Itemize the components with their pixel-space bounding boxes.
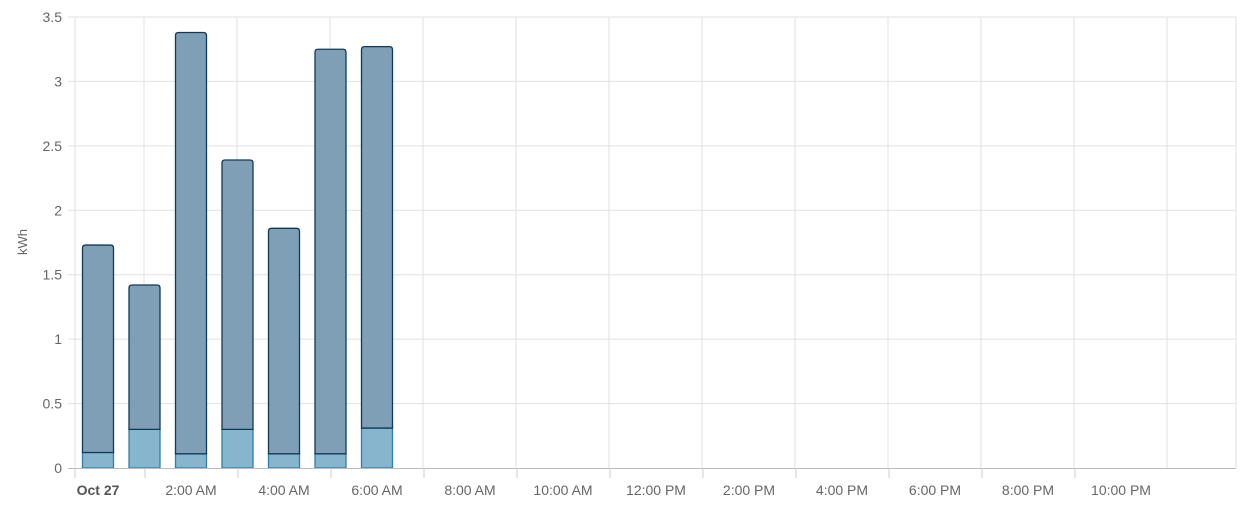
bar-segment	[221, 428, 254, 469]
bar-segment	[81, 451, 115, 469]
y-tick-label: 3.5	[43, 9, 63, 25]
bar-segment	[314, 453, 347, 469]
y-tick-label: 0.5	[43, 396, 63, 412]
x-tick-label: 6:00 AM	[351, 482, 402, 498]
y-tick-label: 2.5	[43, 138, 63, 154]
x-tick-label: 8:00 PM	[1002, 482, 1054, 498]
x-tick-label: 2:00 PM	[723, 482, 775, 498]
bar-segment	[128, 284, 161, 430]
bars	[81, 31, 394, 469]
y-tick-label: 2	[54, 202, 62, 218]
bar-segment	[81, 244, 115, 454]
x-tick-label: 2:00 AM	[165, 482, 216, 498]
bar-segment	[267, 453, 301, 469]
bar-segment	[360, 427, 394, 469]
bar-segment	[174, 31, 208, 455]
bar-segment	[128, 428, 161, 469]
bar-segment	[221, 159, 254, 430]
x-tick-label: 4:00 AM	[258, 482, 309, 498]
x-tick-label: 6:00 PM	[909, 482, 961, 498]
y-axis-label: kWh	[15, 229, 30, 255]
x-tick-label: 8:00 AM	[444, 482, 495, 498]
axes: 0 0.5 1 1.5 2 2.5 3 3.5 Oct 27 2:00 AM 4:00 AM 6:00…	[43, 9, 1236, 498]
x-tick-label: 12:00 PM	[626, 482, 686, 498]
bar-segment	[314, 48, 347, 455]
x-tick-label: 10:00 AM	[533, 482, 592, 498]
x-tick-label: 10:00 PM	[1091, 482, 1151, 498]
y-tick-label: 1	[54, 331, 62, 347]
y-tick-label: 0	[54, 460, 62, 476]
bar-segment	[174, 453, 208, 469]
x-tick-label: Oct 27	[77, 482, 120, 498]
y-tick-label: 1.5	[43, 267, 63, 283]
y-tick-label: 3	[54, 73, 62, 89]
x-tick-label: 4:00 PM	[816, 482, 868, 498]
bar-segment	[360, 45, 394, 429]
bar-segment	[267, 227, 301, 455]
